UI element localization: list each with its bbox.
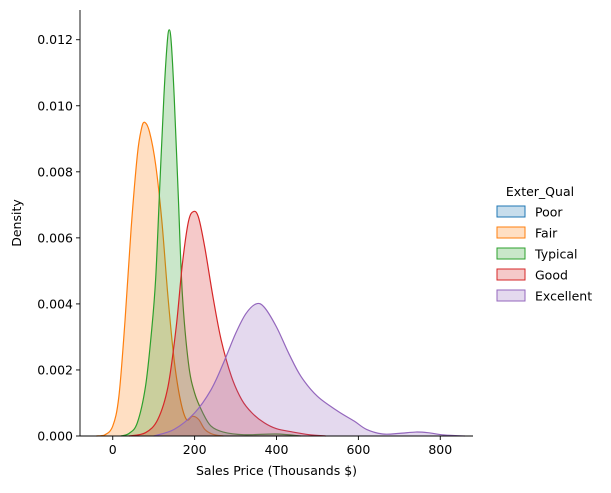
- x-ticks: 0 200 400 600 800: [109, 436, 452, 457]
- y-tick-label: 0.012: [37, 32, 73, 47]
- legend-swatch-typical: [496, 247, 526, 260]
- y-axis-label: Density: [9, 199, 24, 247]
- y-tick-label: 0.006: [37, 230, 73, 245]
- series-line-excellent: [153, 302, 465, 437]
- y-tick-label: 0.004: [37, 296, 73, 311]
- y-ticks: 0.000 0.002 0.004 0.006 0.008 0.010 0.012: [37, 32, 80, 444]
- y-tick-label: 0.002: [37, 362, 73, 377]
- legend-swatch-fair: [496, 226, 526, 239]
- legend-label-good: Good: [535, 268, 568, 283]
- series-area-typical: [120, 29, 302, 437]
- y-tick-label: 0.000: [37, 429, 73, 444]
- x-tick-label: 0: [109, 442, 117, 457]
- series-area-fair: [96, 122, 224, 437]
- legend-entries: Poor Fair Typical Good Excellent: [496, 205, 592, 304]
- series-line-good: [129, 210, 326, 437]
- legend-title: Exter_Qual: [506, 184, 574, 199]
- y-tick-label: 0.010: [37, 98, 73, 113]
- y-tick-label: 0.008: [37, 164, 73, 179]
- x-tick-label: 600: [346, 442, 370, 457]
- series-layer: [96, 29, 465, 437]
- series-area-good: [129, 211, 326, 436]
- x-tick-label: 200: [183, 442, 207, 457]
- legend-swatch-good: [496, 268, 526, 281]
- legend-label-poor: Poor: [535, 205, 563, 220]
- x-tick-label: 400: [265, 442, 289, 457]
- series-line-typical: [120, 29, 302, 437]
- x-tick-label: 800: [428, 442, 452, 457]
- series-line-fair: [96, 121, 224, 437]
- legend-swatch-excellent: [496, 289, 526, 302]
- legend-label-excellent: Excellent: [535, 289, 592, 304]
- series-area-excellent: [153, 303, 465, 436]
- legend: Exter_Qual Poor Fair Typical Good Excellent: [496, 184, 592, 304]
- legend-label-typical: Typical: [534, 247, 578, 262]
- legend-swatch-poor: [496, 205, 526, 218]
- x-axis-label: Sales Price (Thousands $): [196, 463, 357, 478]
- legend-label-fair: Fair: [535, 226, 558, 241]
